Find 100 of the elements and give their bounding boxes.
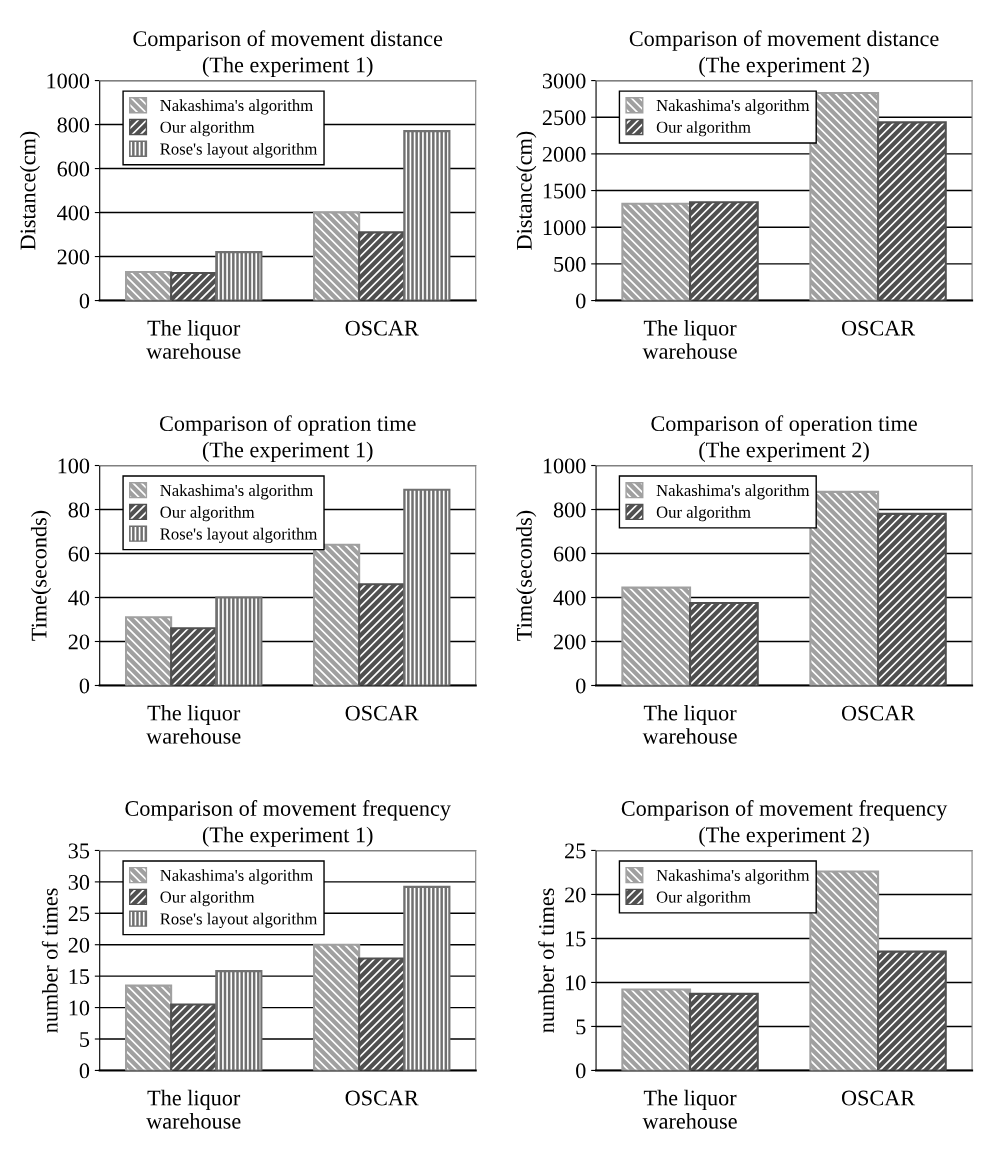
- legend-label: Our algorithm: [160, 891, 255, 907]
- bar: [124, 616, 173, 686]
- y-tick-label: 25: [68, 906, 90, 922]
- bar: [215, 596, 263, 686]
- bar: [877, 121, 947, 301]
- y-tick-label: 60: [68, 546, 90, 562]
- bar: [403, 885, 451, 1071]
- y-tick-label: 15: [566, 931, 586, 947]
- bar: [312, 543, 361, 686]
- chart-subtitle: (The experiment 2): [699, 441, 869, 462]
- bar: [689, 992, 759, 1071]
- bar: [358, 583, 406, 686]
- x-tick-label: The liquor warehouse: [146, 704, 241, 744]
- y-tick-label: 10: [69, 1000, 90, 1016]
- y-tick-label: 800: [57, 117, 90, 133]
- x-tick-label: OSCAR: [345, 1090, 419, 1106]
- bar: [877, 512, 947, 686]
- x-tick-label: The liquor warehouse: [642, 1089, 737, 1129]
- legend-label: Rose's layout algorithm: [160, 912, 318, 928]
- chart-title: Comparison of opration time: [159, 415, 416, 436]
- chart-title: Comparison of operation time: [651, 415, 917, 436]
- y-tick-label: 1000: [543, 458, 586, 474]
- y-tick-label: 5: [576, 1019, 586, 1035]
- legend-label: Nakashima's algorithm: [656, 869, 810, 885]
- chart-title: Comparison of movement distance: [629, 30, 939, 51]
- y-tick-label: 800: [553, 502, 586, 518]
- bar: [689, 201, 759, 301]
- bar: [689, 601, 759, 686]
- y-tick-label: 600: [57, 161, 90, 177]
- bar: [621, 586, 692, 686]
- bar: [877, 950, 947, 1071]
- legend-label: Nakashima's algorithm: [160, 99, 313, 115]
- y-tick-label: 40: [68, 590, 90, 606]
- legend-label: Nakashima's algorithm: [160, 869, 313, 885]
- y-axis-title: number of times: [41, 888, 58, 1033]
- y-axis-title: Time(seconds): [30, 510, 52, 641]
- y-tick-label: 5: [80, 1032, 90, 1047]
- bar: [621, 202, 692, 301]
- bar: [124, 984, 173, 1071]
- bar: [170, 1003, 218, 1071]
- bar: [215, 251, 263, 301]
- bar: [809, 870, 880, 1071]
- legend-label: Nakashima's algorithm: [656, 484, 810, 500]
- x-tick-label: The liquor warehouse: [146, 1089, 241, 1129]
- bar: [170, 272, 218, 301]
- y-axis-title: number of times: [538, 888, 555, 1033]
- y-tick-label: 400: [57, 205, 90, 221]
- bar: [809, 91, 880, 301]
- bar: [403, 488, 451, 686]
- bar: [358, 231, 406, 301]
- y-tick-label: 0: [79, 293, 90, 309]
- x-tick-label: OSCAR: [345, 320, 419, 336]
- y-tick-label: 1500: [543, 183, 586, 199]
- x-tick-label: OSCAR: [345, 705, 419, 721]
- legend-label: Our algorithm: [656, 506, 751, 522]
- legend-label: Our algorithm: [160, 121, 255, 137]
- y-tick-label: 80: [68, 502, 90, 518]
- legend-label: Nakashima's algorithm: [160, 484, 313, 500]
- y-axis-title: Distance(cm): [19, 131, 40, 250]
- y-tick-label: 1000: [543, 220, 586, 236]
- y-tick-label: 20: [565, 887, 586, 903]
- y-tick-label: 2000: [542, 146, 586, 162]
- chart-subtitle: (The experiment 2): [699, 56, 869, 77]
- chart-title: Comparison of movement frequency: [621, 800, 948, 821]
- x-tick-label: OSCAR: [841, 1090, 916, 1106]
- y-tick-label: 0: [576, 293, 586, 309]
- y-tick-label: 3000: [542, 73, 586, 89]
- y-tick-label: 200: [553, 634, 586, 650]
- y-tick-label: 20: [68, 937, 90, 953]
- bar: [312, 943, 361, 1071]
- y-tick-label: 600: [553, 546, 586, 562]
- legend-label: Our algorithm: [656, 891, 751, 907]
- y-tick-label: 200: [57, 249, 90, 265]
- y-tick-label: 2500: [542, 110, 586, 126]
- legend-label: Rose's layout algorithm: [160, 142, 318, 159]
- bar: [170, 627, 218, 686]
- y-tick-label: 0: [79, 678, 90, 694]
- y-tick-label: 10: [566, 975, 586, 991]
- chart-subtitle: (The experiment 2): [699, 826, 869, 847]
- legend-label: Nakashima's algorithm: [656, 99, 810, 115]
- legend-label: Our algorithm: [160, 506, 255, 522]
- bar: [403, 130, 451, 301]
- x-tick-label: OSCAR: [841, 705, 916, 721]
- y-tick-label: 30: [68, 874, 90, 890]
- y-tick-label: 25: [565, 843, 586, 859]
- bar: [621, 988, 692, 1071]
- y-tick-label: 1000: [47, 73, 90, 89]
- chart-title: Comparison of movement distance: [133, 30, 443, 51]
- chart-title: Comparison of movement frequency: [125, 800, 451, 821]
- bar: [124, 270, 173, 301]
- y-tick-label: 500: [554, 256, 586, 272]
- bar: [215, 970, 263, 1071]
- bar: [809, 490, 880, 686]
- chart-subtitle: (The experiment 1): [202, 56, 373, 77]
- y-tick-label: 400: [553, 590, 586, 606]
- x-tick-label: The liquor warehouse: [146, 319, 241, 359]
- y-tick-label: 35: [68, 843, 90, 859]
- y-axis-title: Time(seconds): [516, 510, 537, 641]
- x-tick-label: OSCAR: [841, 320, 916, 336]
- x-tick-label: The liquor warehouse: [642, 704, 737, 744]
